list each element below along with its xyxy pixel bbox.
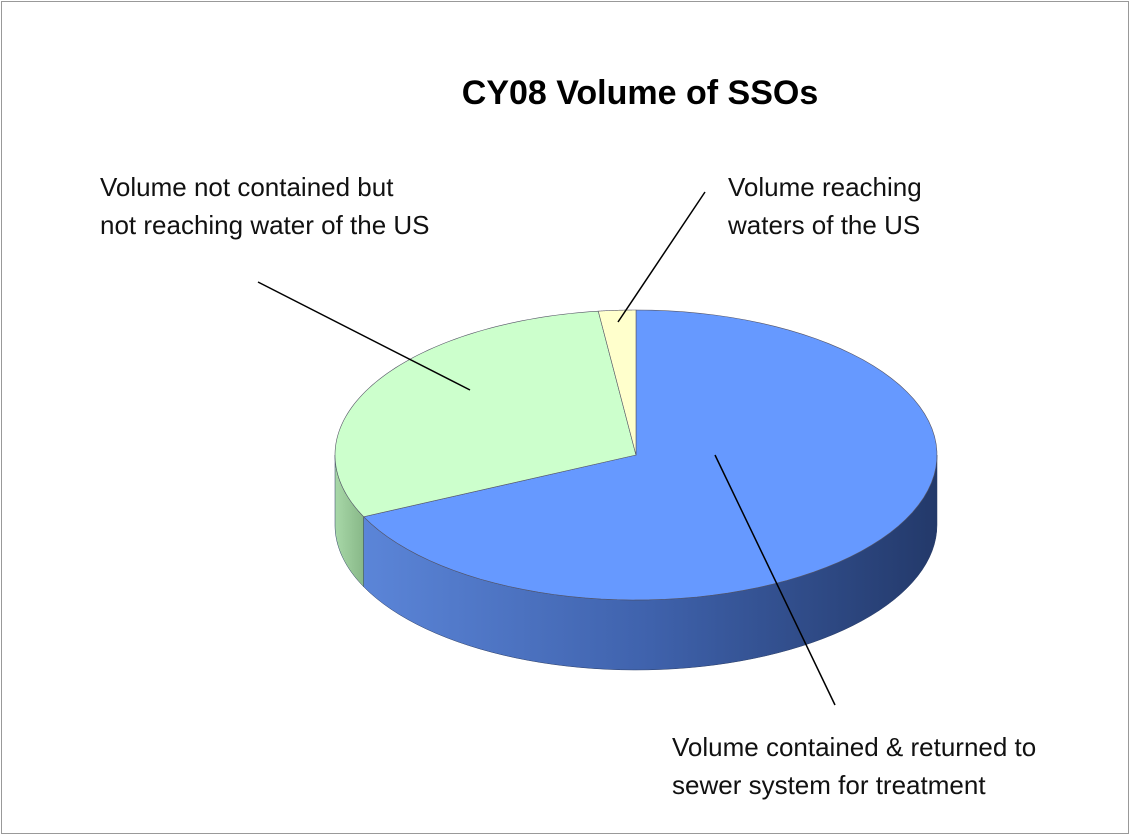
leader-line	[257, 281, 471, 391]
slice-label: Volume not contained but not reaching wa…	[100, 172, 430, 240]
slice-label: Volume reaching waters of the US	[728, 172, 922, 240]
chart-title: CY08 Volume of SSOs	[461, 74, 819, 112]
leader-line	[714, 454, 836, 706]
slice-label: Volume contained & returned to sewer sys…	[672, 732, 1037, 800]
slice	[363, 309, 938, 601]
leader-line	[617, 191, 706, 323]
slice	[597, 309, 637, 456]
slice	[334, 310, 637, 518]
